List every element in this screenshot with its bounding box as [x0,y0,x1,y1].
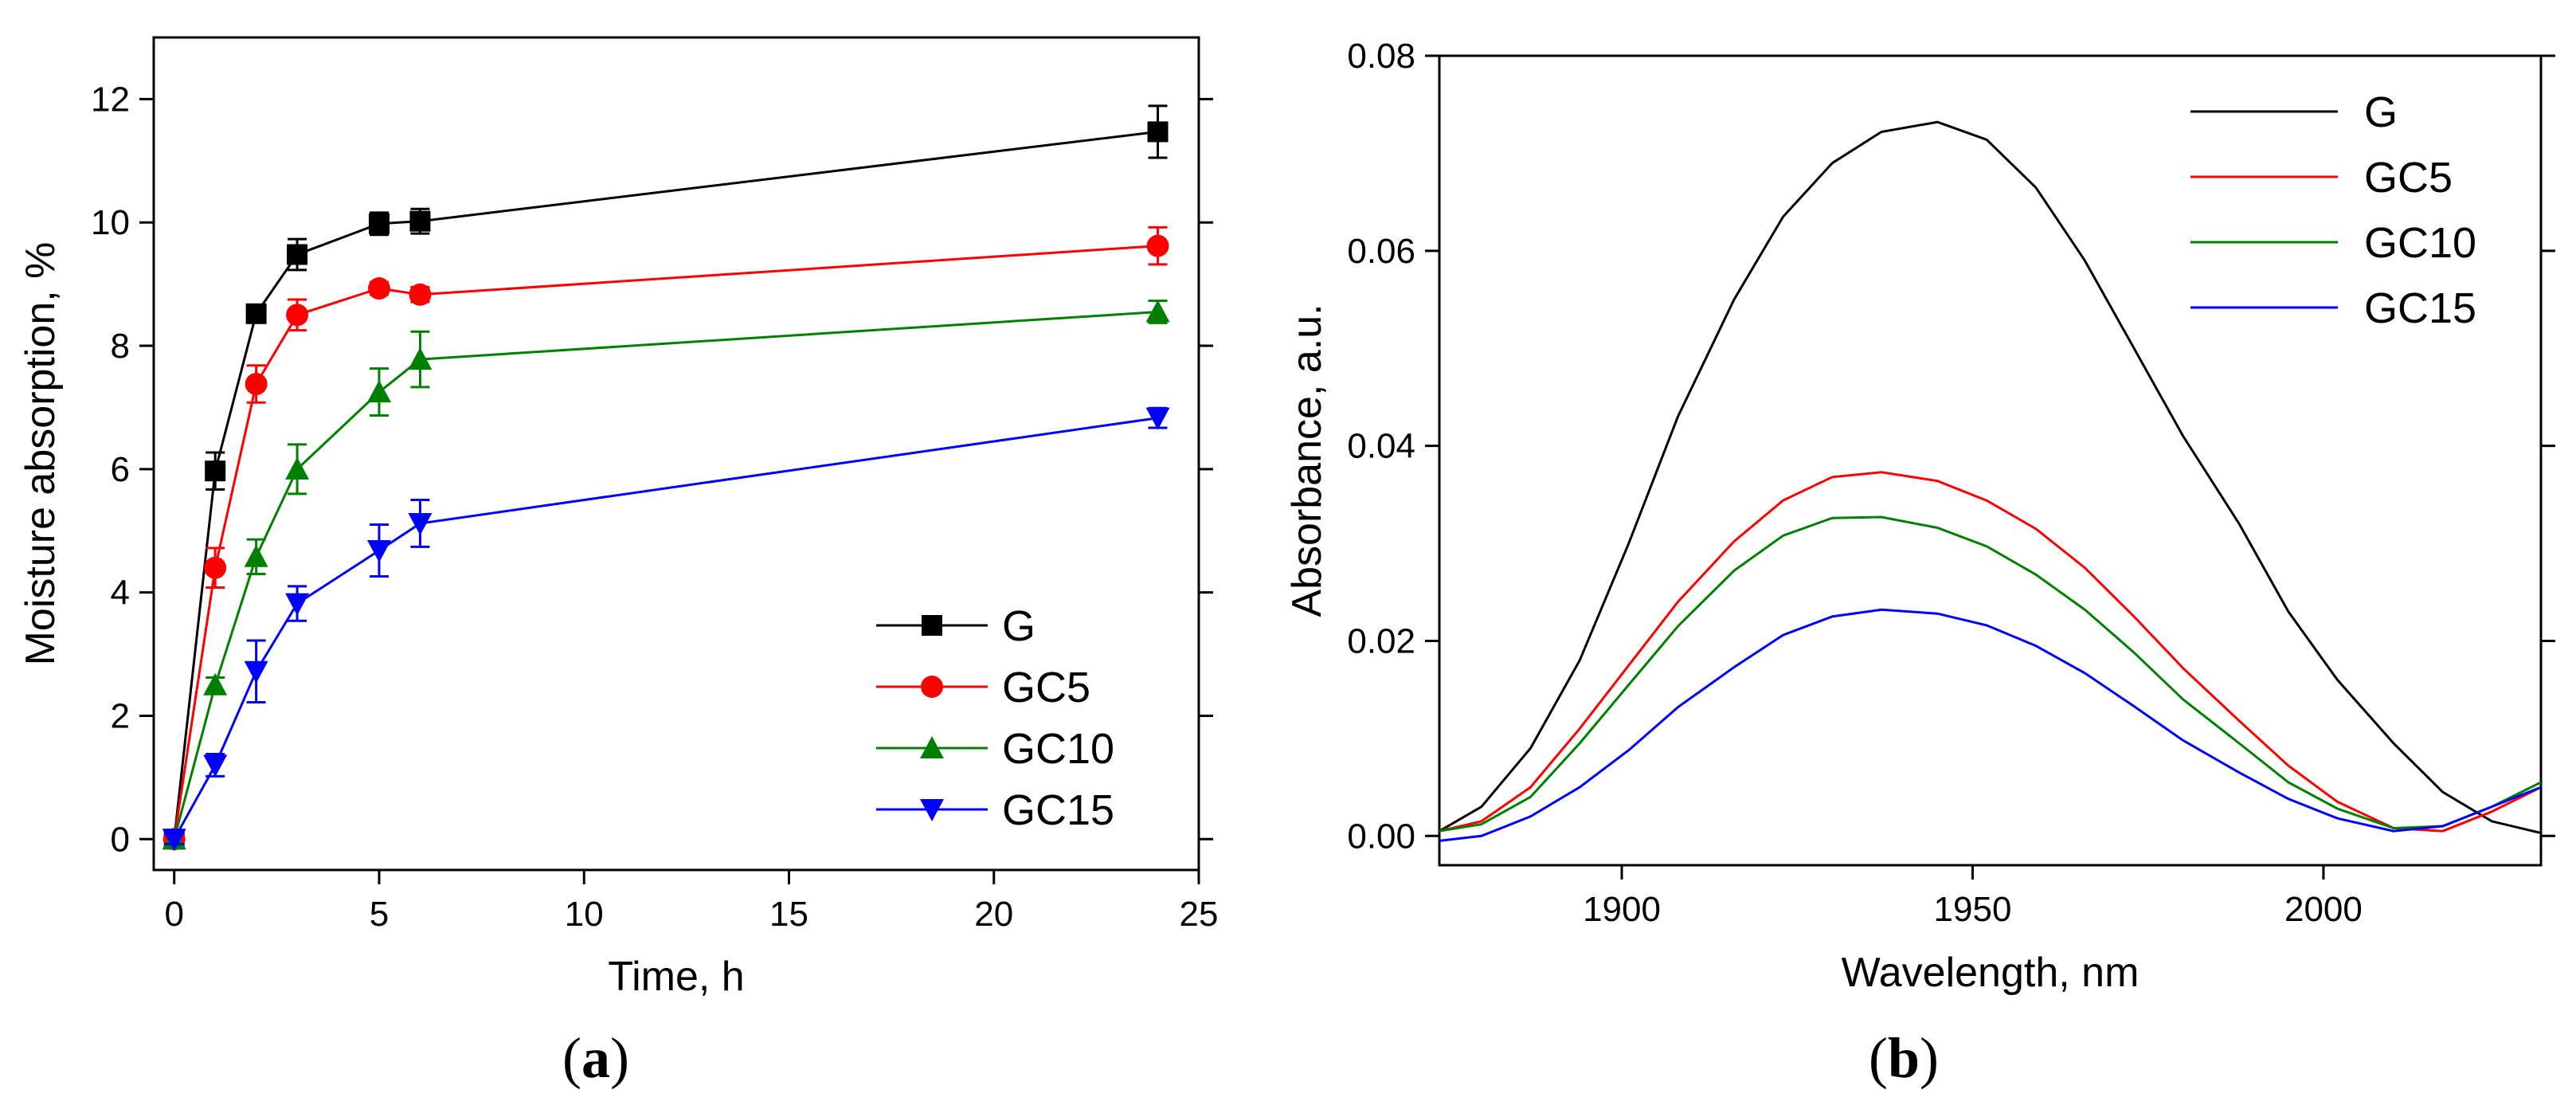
series-g [1439,120,2541,835]
panel-label: (b) [1869,1026,1939,1090]
x-tick-label: 1950 [1934,890,2012,929]
legend-marker [920,799,944,821]
data-point [204,556,227,579]
series-line [1439,471,2541,833]
data-point [286,304,309,327]
y-tick-label: 2 [111,696,130,735]
legend-item-gc15: GC15 [876,786,1114,834]
series-gc15 [162,406,1170,852]
plot-frame [152,36,1200,872]
series-gc10 [1439,515,2541,833]
x-axis-title: Wavelength, nm [1842,950,2139,996]
legend-label: G [1002,602,1035,650]
data-point [285,456,310,480]
legend-label: GC15 [1002,786,1114,834]
data-point [1145,300,1170,323]
data-point [408,347,433,370]
data-point [1146,234,1169,257]
y-tick-label: 0.06 [1347,232,1415,271]
x-axis-title: Time, h [608,954,744,1000]
legend-item-gc5: GC5 [876,664,1090,711]
series-gc5 [1439,471,2541,833]
panel-paren: ( [1869,1026,1888,1090]
legend-item-gc15: GC15 [2190,284,2476,332]
x-tick-label: 2000 [2284,890,2363,929]
legend-marker [922,615,942,636]
legend-label: GC10 [1002,725,1114,773]
legend-label: GC10 [2364,219,2476,267]
data-point [366,380,391,403]
y-tick-label: 8 [111,327,130,366]
data-point [287,244,308,265]
y-tick-label: 0.04 [1347,427,1415,466]
data-point [244,544,268,567]
x-tick-label: 1900 [1583,890,1661,929]
data-point [244,660,268,684]
data-point [1145,407,1170,430]
chart-a: 0 5 10 15 20 25 0 2 4 6 8 10 12 Time, h Moisture absor… [18,36,1219,1090]
data-point [1147,121,1169,143]
x-tick-label: 20 [974,895,1013,934]
y-tick-label: 6 [111,450,130,489]
data-point [409,210,431,232]
y-tick-label: 4 [111,574,130,613]
legend-item-gc5: GC5 [2190,154,2453,202]
legend-item-gc10: GC10 [2190,219,2476,267]
series-gc15 [1439,608,2541,842]
legend-marker [921,676,943,698]
chart-b: 1900 1950 2000 0.00 0.02 0.04 0.06 0.08 Waveleng… [1284,37,2555,1090]
legend-item-g: G [2190,88,2398,136]
legend-item-gc10: GC10 [876,725,1114,773]
y-tick-label: 0.00 [1347,817,1415,856]
panel-label: (a) [562,1026,629,1090]
series-line [1439,515,2541,833]
y-tick-label: 10 [91,203,130,242]
series-line [1439,120,2541,835]
y-tick-label: 12 [91,80,130,119]
panel-paren: ) [1920,1026,1939,1090]
legend-label: G [2364,88,2398,136]
data-point [245,373,268,396]
data-point [368,213,390,234]
plot-frame [1438,54,2543,867]
data-point [408,512,433,535]
y-tick-label: 0.02 [1347,621,1415,660]
x-tick-label: 10 [565,895,604,934]
legend-label: GC15 [2364,284,2476,332]
x-tick-label: 25 [1180,895,1219,934]
y-tick-label: 0 [111,820,130,859]
data-point [203,672,228,696]
data-point [205,460,226,482]
legend-marker [920,736,944,758]
data-point [367,277,390,300]
data-point [409,283,432,306]
panel-paren: ( [562,1026,581,1090]
legend-label: GC5 [1002,664,1090,711]
data-point [203,754,228,778]
legend-item-g: G [876,602,1035,650]
data-point [285,593,310,616]
series-line [1439,608,2541,842]
y-axis-title: Absorbance, a.u. [1284,304,1330,617]
y-axis-title: Moisture absorption, % [18,242,64,666]
panel-letter: b [1888,1026,1920,1090]
panel-letter: a [581,1026,610,1090]
x-tick-label: 5 [370,895,389,934]
panel-paren: ) [610,1026,629,1090]
data-point [245,303,267,324]
x-tick-label: 15 [769,895,808,934]
data-point [162,829,186,852]
data-point [366,540,391,563]
legend-label: GC5 [2364,154,2453,202]
x-tick-label: 0 [164,895,183,934]
y-tick-label: 0.08 [1347,37,1415,76]
